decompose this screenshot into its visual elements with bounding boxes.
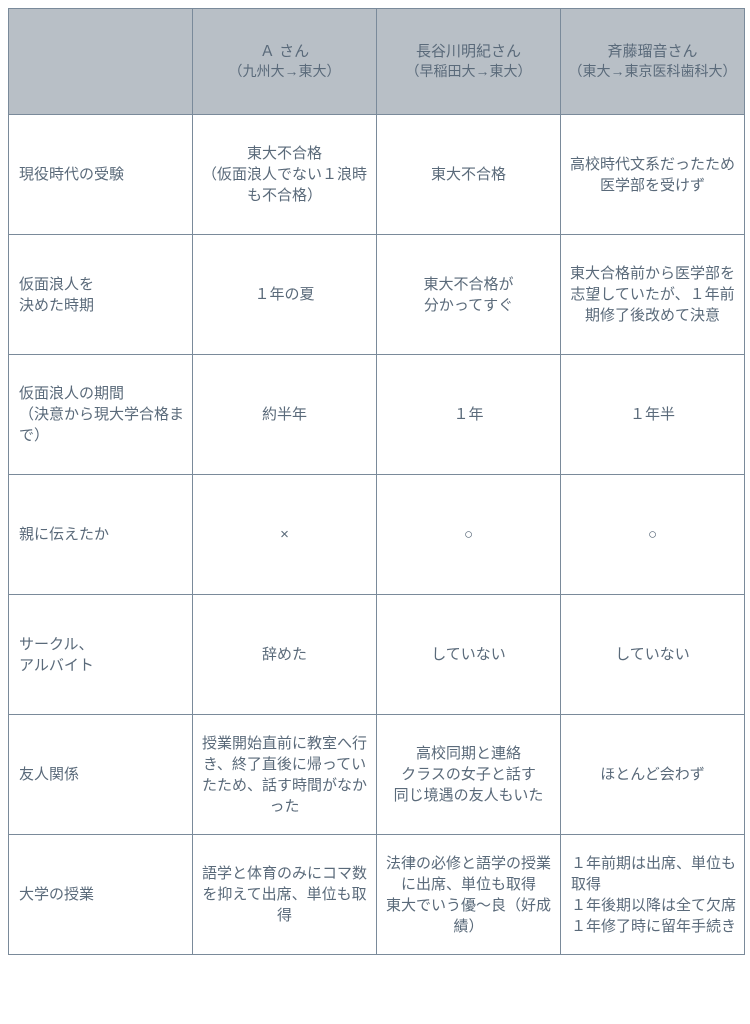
header-corner <box>9 9 193 115</box>
table-row: 大学の授業 語学と体育のみにコマ数を抑えて出席、単位も取得 法律の必修と語学の授… <box>9 835 745 955</box>
table-row: 仮面浪人の期間（決意から現大学合格まで） 約半年 １年 １年半 <box>9 355 745 475</box>
row-label-4: サークル、アルバイト <box>9 595 193 715</box>
cell-6-3-line2: １年後期以降は全て欠席 <box>571 895 738 916</box>
header-col-2-name: 長谷川明紀さん <box>383 41 554 62</box>
cell-4-3: していない <box>561 595 745 715</box>
cell-6-3-line3: １年修了時に留年手続き <box>571 916 738 937</box>
row-label-2: 仮面浪人の期間（決意から現大学合格まで） <box>9 355 193 475</box>
cell-3-3: ○ <box>561 475 745 595</box>
cell-5-3: ほとんど会わず <box>561 715 745 835</box>
table-row: サークル、アルバイト 辞めた していない していない <box>9 595 745 715</box>
header-col-1-name: Ａ さん <box>199 41 370 62</box>
row-label-5: 友人関係 <box>9 715 193 835</box>
cell-1-3: 東大合格前から医学部を志望していたが、１年前期修了後改めて決意 <box>561 235 745 355</box>
header-col-3-name: 斉藤瑠音さん <box>567 41 738 62</box>
cell-0-3: 高校時代文系だったため医学部を受けず <box>561 115 745 235</box>
cell-6-3-line1: １年前期は出席、単位も取得 <box>571 853 738 895</box>
row-label-3: 親に伝えたか <box>9 475 193 595</box>
header-col-2-sub: （早稲田大→東大） <box>383 62 554 82</box>
header-col-1-sub: （九州大→東大） <box>199 62 370 82</box>
table-row: 友人関係 授業開始直前に教室へ行き、終了直後に帰っていたため、話す時間がなかった… <box>9 715 745 835</box>
cell-0-1: 東大不合格（仮面浪人でない１浪時も不合格） <box>193 115 377 235</box>
cell-2-3: １年半 <box>561 355 745 475</box>
row-label-0: 現役時代の受験 <box>9 115 193 235</box>
comparison-table: Ａ さん （九州大→東大） 長谷川明紀さん （早稲田大→東大） 斉藤瑠音さん （… <box>8 8 745 955</box>
header-col-2: 長谷川明紀さん （早稲田大→東大） <box>377 9 561 115</box>
cell-1-1: １年の夏 <box>193 235 377 355</box>
cell-1-2: 東大不合格が分かってすぐ <box>377 235 561 355</box>
cell-5-1: 授業開始直前に教室へ行き、終了直後に帰っていたため、話す時間がなかった <box>193 715 377 835</box>
cell-3-1: × <box>193 475 377 595</box>
cell-3-2: ○ <box>377 475 561 595</box>
cell-4-1: 辞めた <box>193 595 377 715</box>
table-row: 現役時代の受験 東大不合格（仮面浪人でない１浪時も不合格） 東大不合格 高校時代… <box>9 115 745 235</box>
cell-6-1: 語学と体育のみにコマ数を抑えて出席、単位も取得 <box>193 835 377 955</box>
cell-0-2: 東大不合格 <box>377 115 561 235</box>
cell-5-2: 高校同期と連絡クラスの女子と話す同じ境遇の友人もいた <box>377 715 561 835</box>
header-col-3-sub: （東大→東京医科歯科大） <box>567 62 738 82</box>
cell-2-2: １年 <box>377 355 561 475</box>
cell-4-2: していない <box>377 595 561 715</box>
cell-2-1: 約半年 <box>193 355 377 475</box>
table-row: 仮面浪人を決めた時期 １年の夏 東大不合格が分かってすぐ 東大合格前から医学部を… <box>9 235 745 355</box>
row-label-6: 大学の授業 <box>9 835 193 955</box>
cell-6-3: １年前期は出席、単位も取得 １年後期以降は全て欠席 １年修了時に留年手続き <box>561 835 745 955</box>
header-col-1: Ａ さん （九州大→東大） <box>193 9 377 115</box>
table-row: 親に伝えたか × ○ ○ <box>9 475 745 595</box>
table-header-row: Ａ さん （九州大→東大） 長谷川明紀さん （早稲田大→東大） 斉藤瑠音さん （… <box>9 9 745 115</box>
cell-6-2: 法律の必修と語学の授業に出席、単位も取得東大でいう優〜良（好成績） <box>377 835 561 955</box>
header-col-3: 斉藤瑠音さん （東大→東京医科歯科大） <box>561 9 745 115</box>
row-label-1: 仮面浪人を決めた時期 <box>9 235 193 355</box>
